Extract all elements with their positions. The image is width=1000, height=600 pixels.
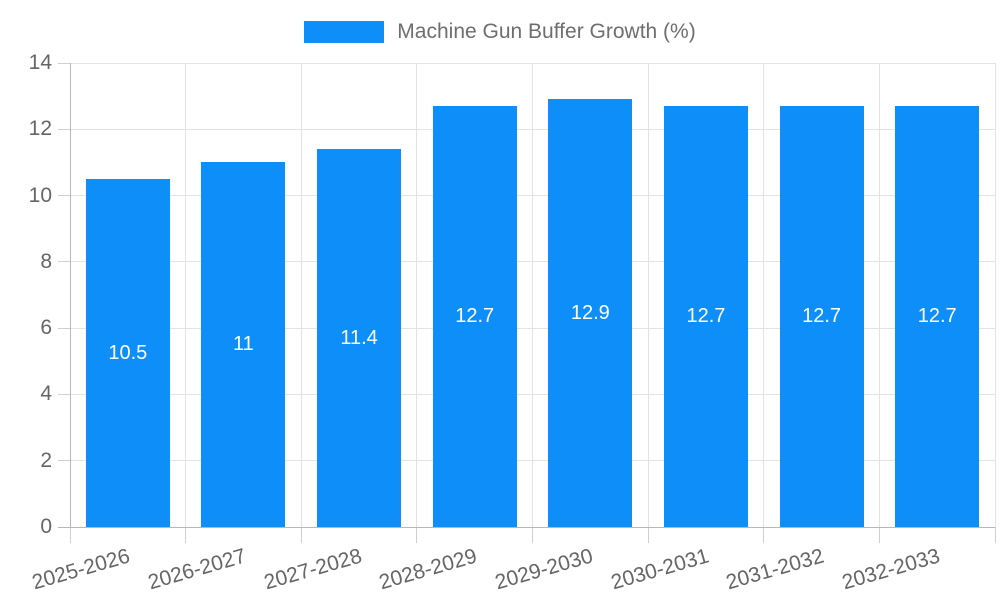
y-axis-tick-label: 4 <box>40 382 52 406</box>
y-axis-tick-label: 2 <box>40 448 52 472</box>
y-axis-tick-label: 12 <box>28 117 52 141</box>
x-axis-tick-mark <box>416 527 418 543</box>
bar: 11 <box>201 162 286 527</box>
y-axis-tick-mark <box>58 261 70 263</box>
x-axis-tick-mark <box>763 527 765 543</box>
bar-value-label: 11.4 <box>340 326 378 349</box>
x-axis-tick-mark <box>878 527 880 543</box>
gridline-vertical <box>878 63 880 527</box>
y-axis-tick-mark <box>58 460 70 462</box>
x-axis-tick-label: 2026-2027 <box>145 544 249 595</box>
x-axis-tick-label: 2029-2030 <box>492 544 596 595</box>
y-axis-tick-label: 0 <box>40 515 52 538</box>
bar: 12.7 <box>663 106 748 527</box>
bar: 12.7 <box>895 106 980 527</box>
legend-swatch-icon <box>304 21 385 43</box>
x-axis-line <box>58 527 995 528</box>
x-axis-tick-label: 2028-2029 <box>376 544 480 595</box>
legend-label: Machine Gun Buffer Growth (%) <box>397 20 696 43</box>
y-axis-tick-mark <box>58 128 70 130</box>
bar: 12.7 <box>432 106 517 527</box>
x-axis-tick-label: 2032-2033 <box>839 544 943 595</box>
gridline-vertical <box>763 63 765 527</box>
bar: 10.5 <box>85 179 170 527</box>
x-axis-tick-mark <box>69 527 71 543</box>
x-axis-tick-mark <box>532 527 533 543</box>
y-axis-tick-label: 10 <box>28 183 52 207</box>
bar-value-label: 11 <box>233 333 254 356</box>
y-axis-tick-mark <box>58 393 70 395</box>
bar: 11.4 <box>317 149 402 527</box>
x-axis-tick-mark <box>185 527 187 543</box>
x-axis-tick-label: 2030-2031 <box>608 544 711 595</box>
bar-value-label: 12.7 <box>686 305 726 328</box>
x-axis-tick-label: 2025-2026 <box>29 544 133 595</box>
x-axis-tick-mark <box>994 527 996 543</box>
gridline-vertical <box>532 63 533 527</box>
y-axis-tick-mark <box>58 62 70 64</box>
y-axis-tick-label: 14 <box>28 51 52 74</box>
gridline-vertical <box>647 63 649 527</box>
y-axis-tick-mark <box>58 195 70 197</box>
bar-value-label: 12.7 <box>802 305 842 328</box>
bar-value-label: 10.5 <box>108 341 148 364</box>
bar-value-label: 12.7 <box>455 305 495 328</box>
y-axis-tick-label: 6 <box>40 316 52 340</box>
bar: 12.7 <box>779 106 864 527</box>
y-axis-tick-mark <box>58 327 70 329</box>
bar: 12.9 <box>548 99 633 527</box>
y-axis-line <box>70 63 71 527</box>
legend[interactable]: Machine Gun Buffer Growth (%) <box>0 20 1000 44</box>
bar-value-label: 12.7 <box>917 305 957 328</box>
gridline-vertical <box>994 63 996 527</box>
gridline-vertical <box>185 63 187 527</box>
y-axis-tick-label: 8 <box>40 249 52 273</box>
x-axis-tick-label: 2027-2028 <box>261 544 365 595</box>
plot-area: 10.5 11 11.4 12.7 12.9 12.7 12.7 12.7 <box>58 62 996 543</box>
x-axis-tick-mark <box>300 527 302 543</box>
gridline-vertical <box>300 63 302 527</box>
bar-value-label: 12.9 <box>570 301 610 324</box>
gridline-vertical <box>416 63 418 527</box>
x-axis-tick-mark <box>647 527 649 543</box>
x-axis-tick-label: 2031-2032 <box>723 544 827 595</box>
